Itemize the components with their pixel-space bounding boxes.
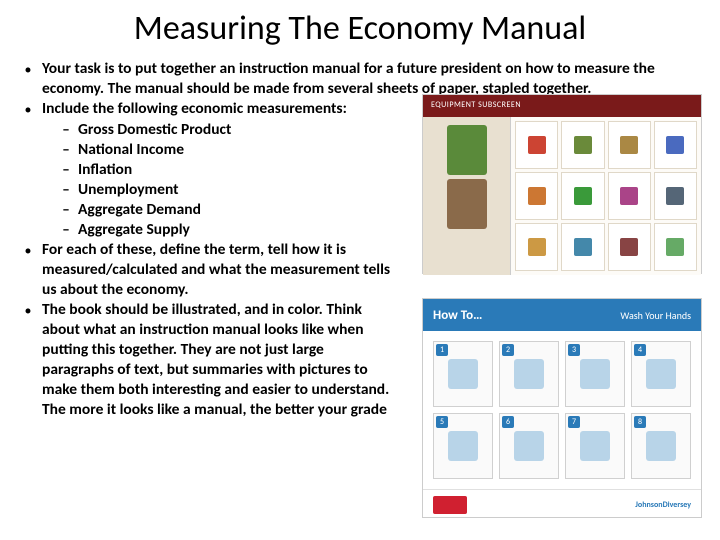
equipment-item-icon	[528, 187, 546, 205]
equipment-cell	[654, 223, 697, 271]
howto-steps-grid: 1 2 3 4 5 6 7 8	[423, 331, 701, 489]
bullet-marker: •	[14, 300, 42, 321]
equipment-cell	[654, 172, 697, 220]
step-icon	[646, 359, 676, 389]
howto-header: How To… Wash Your Hands	[423, 299, 701, 331]
howto-step: 1	[433, 341, 493, 407]
equipment-cell	[654, 121, 697, 169]
illustration-body	[423, 117, 701, 275]
dash-marker: –	[54, 120, 78, 140]
equipment-cell	[515, 223, 558, 271]
equipment-cell	[608, 223, 651, 271]
equipment-cell	[515, 172, 558, 220]
step-icon	[646, 431, 676, 461]
equipment-item-icon	[620, 187, 638, 205]
equipment-item-icon	[528, 136, 546, 154]
sub-text: National Income	[78, 140, 184, 160]
step-number: 2	[502, 344, 514, 356]
step-icon	[580, 431, 610, 461]
sub-text: Aggregate Demand	[78, 200, 201, 220]
page-title: Measuring The Economy Manual	[0, 0, 720, 59]
step-icon	[448, 359, 478, 389]
howto-step: 5	[433, 413, 493, 479]
equipment-item-icon	[620, 136, 638, 154]
equipment-cell	[515, 121, 558, 169]
step-icon	[514, 359, 544, 389]
step-number: 1	[436, 344, 448, 356]
dash-marker: –	[54, 140, 78, 160]
equipment-cell	[561, 223, 604, 271]
equipment-item-icon	[666, 136, 684, 154]
bullet-item: • Your task is to put together an instru…	[14, 59, 702, 99]
howto-step: 6	[499, 413, 559, 479]
sub-text: Unemployment	[78, 180, 179, 200]
character-panel	[423, 117, 511, 275]
step-icon	[514, 431, 544, 461]
dash-marker: –	[54, 220, 78, 240]
sub-text: Aggregate Supply	[78, 220, 190, 240]
equipment-cell	[608, 121, 651, 169]
dash-marker: –	[54, 160, 78, 180]
sub-text: Gross Domestic Product	[78, 120, 231, 140]
howto-title: How To…	[433, 308, 482, 323]
equipment-item-icon	[574, 136, 592, 154]
bullet-text: Your task is to put together an instruct…	[42, 59, 702, 99]
step-number: 7	[568, 416, 580, 428]
howto-step: 7	[565, 413, 625, 479]
illustration-header: EQUIPMENT SUBSCREEN	[423, 95, 701, 117]
equipment-cell	[561, 121, 604, 169]
howto-subtitle: Wash Your Hands	[620, 309, 691, 322]
bullet-marker: •	[14, 240, 42, 261]
dash-marker: –	[54, 200, 78, 220]
character-icon	[447, 179, 487, 229]
howto-step: 3	[565, 341, 625, 407]
dash-marker: –	[54, 180, 78, 200]
equipment-grid	[511, 117, 701, 275]
equipment-cell	[608, 172, 651, 220]
equipment-item-icon	[528, 238, 546, 256]
howto-footer: JohnsonDiversey	[423, 489, 701, 519]
brand-text: JohnsonDiversey	[635, 500, 691, 510]
howto-step: 2	[499, 341, 559, 407]
equipment-item-icon	[574, 187, 592, 205]
illustration-howto-poster: How To… Wash Your Hands 1 2 3 4 5 6 7 8 Johnson…	[422, 298, 702, 518]
bullet-marker: •	[14, 59, 42, 80]
illustration-equipment-manual: EQUIPMENT SUBSCREEN	[422, 94, 702, 274]
equipment-item-icon	[666, 187, 684, 205]
step-number: 8	[634, 416, 646, 428]
equipment-item-icon	[574, 238, 592, 256]
bullet-text: For each of these, define the term, tell…	[42, 240, 392, 300]
bullet-text: The book should be illustrated, and in c…	[42, 300, 392, 420]
step-icon	[448, 431, 478, 461]
sub-text: Inflation	[78, 160, 132, 180]
brand-logo-icon	[433, 496, 467, 514]
step-number: 5	[436, 416, 448, 428]
character-icon	[447, 125, 487, 175]
step-number: 4	[634, 344, 646, 356]
step-number: 6	[502, 416, 514, 428]
equipment-cell	[561, 172, 604, 220]
bullet-marker: •	[14, 99, 42, 120]
howto-step: 4	[631, 341, 691, 407]
equipment-item-icon	[666, 238, 684, 256]
step-icon	[580, 359, 610, 389]
howto-step: 8	[631, 413, 691, 479]
step-number: 3	[568, 344, 580, 356]
equipment-item-icon	[620, 238, 638, 256]
